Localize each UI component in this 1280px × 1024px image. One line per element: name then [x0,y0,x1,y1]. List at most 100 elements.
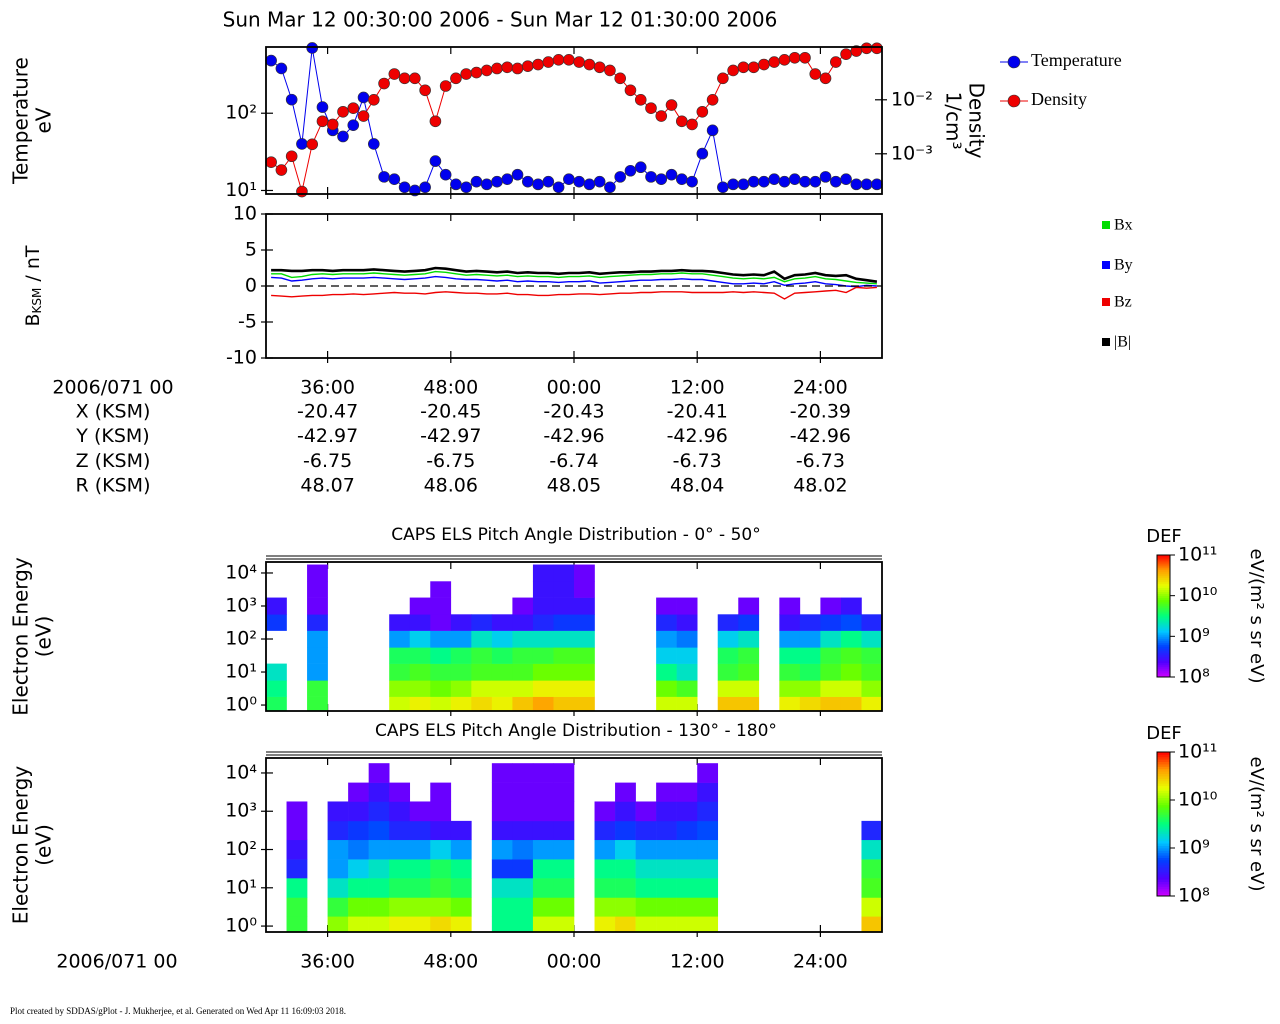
x-tick-label: 48:00 [423,951,478,973]
data-point [326,118,339,131]
heatmap-cell [861,647,882,664]
x-tick-label: 24:00 [793,951,848,973]
colorbar-step [1157,646,1170,649]
heatmap-cell [676,801,698,822]
heatmap-cell [327,801,349,822]
colorbar-step [1157,599,1170,603]
heatmap-cell [491,859,513,879]
heatmap-cell [450,696,472,711]
heatmap-cell [430,630,452,648]
data-point [624,84,637,97]
heatmap-cell [717,680,739,697]
data-point [265,54,277,67]
ephemeris-value: 48.05 [547,475,601,497]
colorbar-step [1157,662,1170,666]
colorbar-step [1157,773,1170,777]
heatmap-cell [532,839,554,860]
heatmap-cell [697,820,719,841]
heatmap-cell [676,897,698,917]
colorbar-step [1157,624,1170,627]
heatmap-cell [861,878,882,898]
heatmap-cell [697,782,719,802]
ephemeris-value: -20.41 [667,401,728,423]
heatmap-cell [532,647,554,664]
colorbar-step [1157,577,1170,580]
colorbar-step [1157,666,1170,670]
heatmap-cell [656,696,677,711]
heatmap-cell [307,581,328,598]
data-point [686,118,698,131]
ephemeris-value: -42.96 [790,425,851,447]
heatmap-cell [574,597,595,615]
heatmap-cell [861,839,882,860]
colorbar-step [1157,756,1170,760]
heatmap-cell [512,647,534,664]
heatmap-cell [676,680,698,697]
figure-title: Sun Mar 12 00:30:00 2006 - Sun Mar 12 01… [223,8,778,32]
data-point [696,147,709,160]
heatmap-cell [409,859,431,879]
x-tick-label: 12:00 [670,951,725,973]
heatmap-cell [532,696,554,711]
ephemeris-value: -20.39 [790,401,851,423]
data-point [706,93,719,106]
heatmap-cell [389,801,411,822]
heatmap-cell [697,839,719,860]
data-point [367,138,380,150]
colorbar-step [1157,589,1170,592]
data-point [788,173,801,185]
heatmap-cell [840,663,862,681]
y-axis-label-sub: KSM [30,288,44,314]
data-point [542,175,555,188]
data-point [871,178,883,191]
heatmap-cell [861,859,882,879]
colorbar-step [1157,573,1170,576]
data-point [665,168,678,181]
heatmap-cell [471,663,493,681]
data-point [737,61,750,74]
heatmap-cell [594,897,616,917]
heatmap-cell [512,696,534,711]
y-axis-label: Electron Energy [9,557,33,716]
heatmap-cell [348,897,369,917]
heatmap-cell [717,647,739,664]
data-point [511,168,524,181]
heatmap-cell [430,663,452,681]
heatmap-cell [430,839,452,860]
colorbar-tick-label: 10⁹ [1178,837,1210,859]
y-axis-label: (eV) [32,824,56,866]
data-point [501,173,514,185]
heatmap-cell [594,839,616,860]
heatmap-cell [512,916,534,932]
heatmap-cell [553,564,575,582]
legend-label: Bx [1114,217,1133,234]
heatmap-cell [861,680,882,697]
data-point [521,60,534,72]
data-point [429,115,442,128]
heatmap-cell [389,916,411,932]
colorbar-step [1157,888,1170,892]
colorbar-step [1157,874,1170,878]
data-point [809,68,822,80]
heatmap-cell [820,696,842,711]
colorbar-step [1157,845,1170,849]
heatmap-cell [676,839,698,860]
colorbar-step [1157,864,1170,868]
heatmap-cell [532,614,554,631]
y2-axis-label: 1/cm³ [942,92,966,150]
colorbar-step [1157,824,1170,827]
heatmap-cell [656,801,677,822]
heatmap-cell [532,801,554,822]
heatmap-cell [738,680,760,697]
data-point [552,181,565,194]
heatmap-cell [840,597,862,615]
heatmap-cell [450,916,472,932]
data-point [563,173,575,185]
data-point [655,173,668,185]
heatmap-cell [635,897,657,917]
heatmap-cell [409,801,431,822]
data-point [799,175,811,188]
heatmap-cell [430,614,452,631]
heatmap-cell [615,859,636,879]
colorbar-frame [1156,554,1171,678]
